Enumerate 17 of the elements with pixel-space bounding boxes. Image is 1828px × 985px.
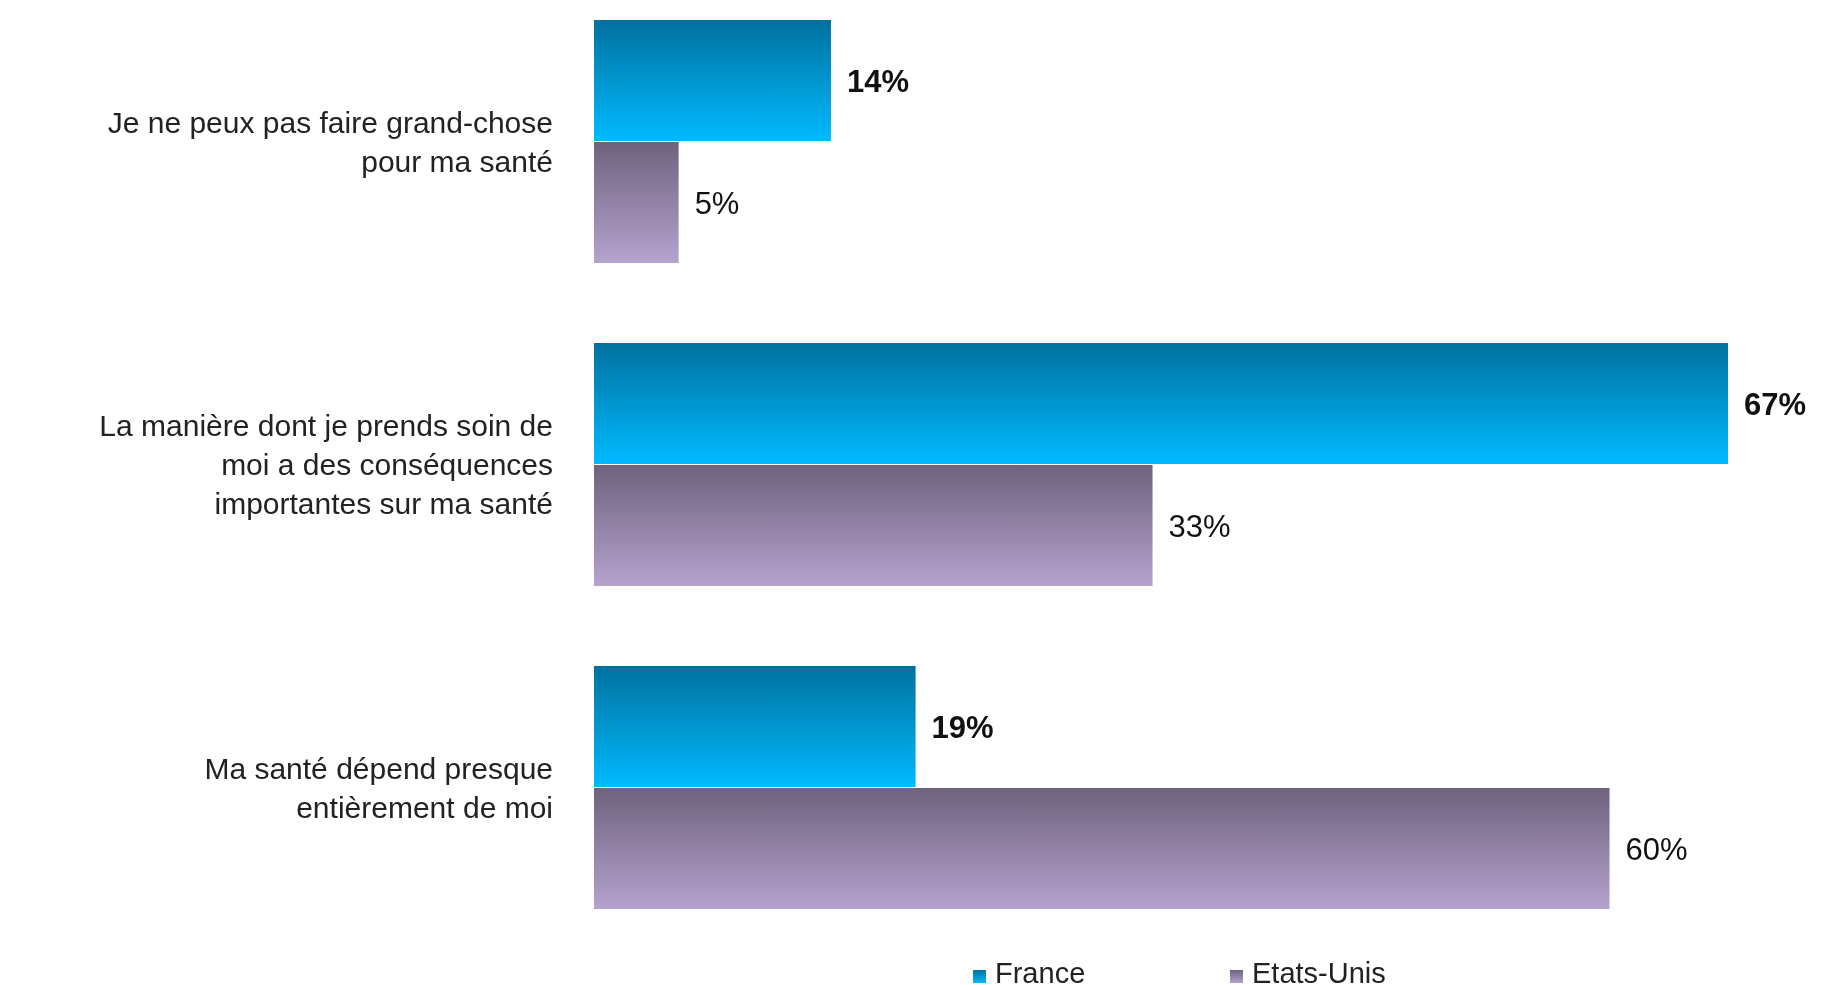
data-label: 14%: [846, 64, 909, 99]
data-label: 33%: [1168, 509, 1231, 544]
bar: [594, 20, 831, 141]
y-tick-label: Ma santé dépend presque entièrement de moi: [204, 751, 553, 824]
bar: [594, 465, 1153, 586]
bar: [594, 666, 916, 787]
legend-label: Etats-Unis: [1252, 957, 1386, 985]
bar: [594, 142, 679, 263]
legend-label: France: [995, 957, 1086, 985]
data-label: 60%: [1625, 832, 1688, 867]
bar: [594, 343, 1728, 464]
data-label: 67%: [1744, 387, 1807, 422]
y-tick-label: Je ne peux pas faire grand-chose pour ma santé: [107, 105, 553, 178]
data-label: 5%: [694, 186, 740, 221]
bar: [594, 788, 1610, 909]
y-tick-label: La manière dont je prends soin de moi a des conséquences importantes sur ma santé: [99, 409, 553, 520]
data-label: 19%: [931, 710, 994, 745]
